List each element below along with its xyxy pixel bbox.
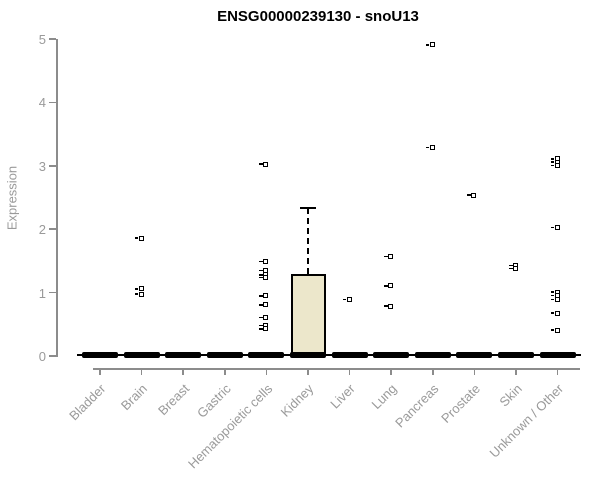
x-tick-label: Brain <box>118 381 151 414</box>
whisker-dashed-line <box>307 208 309 275</box>
median-bar <box>248 352 285 358</box>
x-axis-tick <box>390 368 392 375</box>
median-bar <box>498 352 534 358</box>
y-tick-label: 0 <box>38 349 46 364</box>
data-point <box>384 303 394 309</box>
data-point <box>134 286 144 292</box>
median-bar <box>373 352 410 358</box>
x-axis-tick <box>99 368 101 375</box>
median-bar <box>414 352 451 358</box>
data-point <box>550 327 560 333</box>
x-tick-label: Kidney <box>277 381 317 420</box>
x-axis-line <box>93 368 580 370</box>
median-bar <box>123 352 160 358</box>
chart-title: ENSG00000239130 - snoU13 <box>217 8 419 25</box>
y-tick-label: 4 <box>38 95 46 111</box>
median-bar <box>290 352 326 358</box>
median-bar <box>206 352 243 358</box>
y-axis-tick <box>49 291 56 294</box>
y-axis-line <box>56 39 58 357</box>
data-point <box>550 297 560 303</box>
data-point <box>550 224 560 230</box>
data-point <box>342 297 352 303</box>
y-axis-label: Expression <box>4 165 20 231</box>
data-point <box>259 259 269 265</box>
data-point <box>550 162 560 168</box>
data-point <box>259 326 269 332</box>
data-point <box>259 314 269 320</box>
data-point <box>259 293 269 299</box>
x-axis-tick <box>473 368 476 375</box>
data-point <box>550 310 560 316</box>
x-tick-label: Liver <box>327 381 359 412</box>
data-point <box>384 254 394 260</box>
median-bar <box>456 352 493 358</box>
data-point <box>259 161 269 167</box>
y-tick-label: 5 <box>38 32 46 47</box>
x-tick-label: Lung <box>368 381 400 413</box>
data-point <box>425 42 435 48</box>
x-axis-tick <box>432 368 434 375</box>
median-bar <box>82 352 118 358</box>
data-point <box>509 266 518 272</box>
y-axis-tick <box>49 165 56 167</box>
x-tick-label: Prostate <box>438 381 484 426</box>
x-axis-tick <box>307 368 309 375</box>
x-tick-label: Bladder <box>66 381 109 424</box>
data-point <box>259 302 269 308</box>
y-tick-label: 2 <box>38 222 46 238</box>
x-tick-label: Skin <box>496 381 525 410</box>
x-axis-tick <box>140 368 143 375</box>
median-bar <box>331 352 368 358</box>
data-point <box>425 145 435 151</box>
y-axis-tick <box>49 228 56 230</box>
data-point <box>134 291 144 297</box>
x-tick-label: Gastric <box>193 381 234 421</box>
data-point <box>134 235 144 241</box>
y-axis-tick <box>49 355 56 357</box>
x-tick-label: Breast <box>154 381 192 419</box>
y-tick-label: 3 <box>38 158 46 174</box>
y-axis-tick <box>49 38 56 40</box>
median-bar <box>539 352 576 358</box>
x-axis-tick <box>265 368 268 375</box>
median-bar <box>165 352 202 358</box>
data-point <box>384 283 394 289</box>
x-axis-tick <box>515 368 517 375</box>
x-axis-tick <box>182 368 184 375</box>
x-axis-tick <box>348 368 351 375</box>
x-tick-label: Unknown / Other <box>486 381 567 461</box>
x-tick-label: Pancreas <box>391 381 442 431</box>
data-point <box>259 275 269 281</box>
data-point <box>467 192 477 198</box>
y-tick-label: 1 <box>38 285 46 301</box>
x-axis-tick <box>556 368 559 375</box>
y-axis-tick <box>49 101 56 104</box>
x-axis-tick <box>224 368 226 375</box>
box <box>290 274 326 356</box>
